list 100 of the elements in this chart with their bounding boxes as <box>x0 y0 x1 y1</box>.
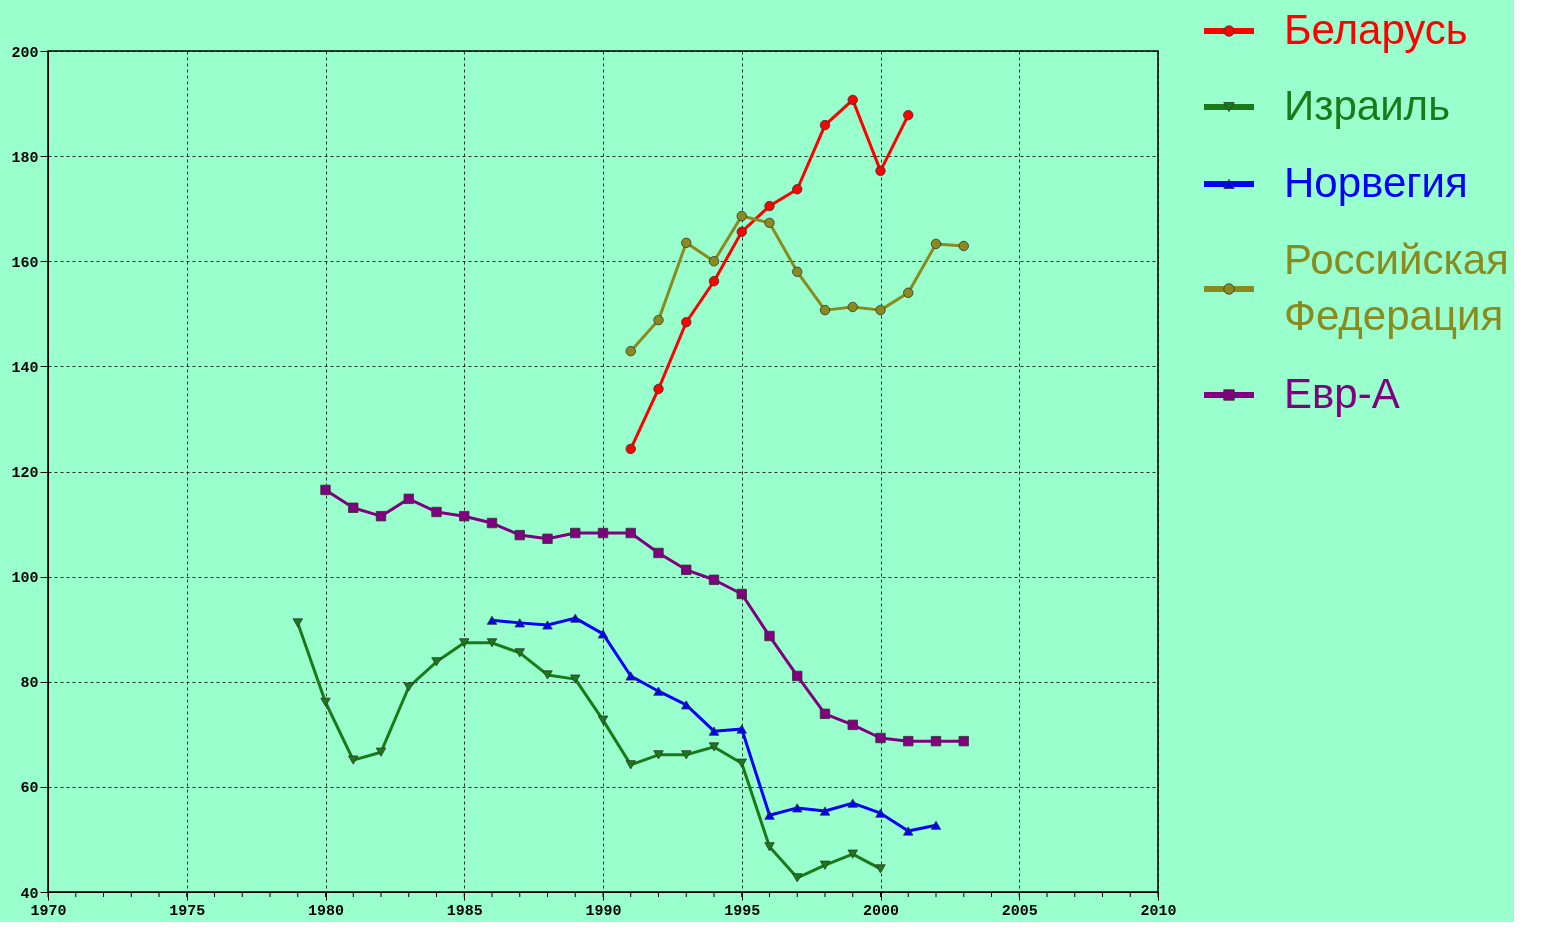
point <box>653 383 664 395</box>
point <box>681 237 692 248</box>
point <box>736 588 747 600</box>
y-tick-label: 60 <box>20 780 39 798</box>
point <box>459 638 470 648</box>
y-tick-label: 180 <box>11 149 39 167</box>
y-tick-label: 160 <box>11 254 39 272</box>
point <box>930 736 942 747</box>
point <box>431 657 442 667</box>
point <box>597 629 609 639</box>
x-tick-label: 2005 <box>1001 902 1038 920</box>
point <box>570 527 581 539</box>
point <box>570 674 581 684</box>
point <box>597 527 609 539</box>
legend-label: Евр-А <box>1284 370 1400 417</box>
point <box>708 574 720 585</box>
point <box>875 808 886 818</box>
point <box>625 346 636 357</box>
point <box>847 798 858 808</box>
y-tick-label: 200 <box>11 44 39 62</box>
point <box>486 638 498 648</box>
legend-label: Беларусь <box>1284 6 1468 53</box>
point <box>708 256 720 267</box>
x-tick-label: 1990 <box>585 902 622 920</box>
point <box>681 317 692 328</box>
point <box>320 697 331 707</box>
point <box>708 726 720 736</box>
point <box>514 618 525 628</box>
point <box>653 750 664 760</box>
x-tick-label: 1975 <box>169 902 206 920</box>
point <box>847 719 858 730</box>
point <box>625 760 636 770</box>
point <box>459 511 470 522</box>
point <box>930 820 942 830</box>
point <box>819 305 831 316</box>
point <box>875 732 886 744</box>
point <box>403 493 414 504</box>
point <box>403 682 414 692</box>
point <box>819 806 831 816</box>
point <box>542 533 553 544</box>
point <box>903 287 914 298</box>
point <box>625 443 636 455</box>
point <box>736 226 747 237</box>
y-tick-label: 100 <box>11 570 39 588</box>
point <box>542 670 553 680</box>
point <box>681 750 692 760</box>
point <box>792 873 803 883</box>
point <box>792 803 803 813</box>
point <box>764 810 775 820</box>
point <box>903 736 914 747</box>
point <box>653 686 664 696</box>
point <box>958 240 969 252</box>
y-tick-label: 40 <box>20 885 39 903</box>
point <box>514 648 525 658</box>
point <box>764 217 775 229</box>
point <box>792 184 803 195</box>
point <box>764 842 775 852</box>
point <box>597 715 609 725</box>
point <box>625 527 636 539</box>
point <box>736 210 747 222</box>
point <box>708 742 720 752</box>
point <box>792 670 803 682</box>
point <box>681 564 692 575</box>
point <box>375 747 387 757</box>
point <box>625 671 636 681</box>
x-tick-label: 2010 <box>1140 902 1177 920</box>
point <box>486 517 498 529</box>
y-tick-label: 140 <box>11 359 39 377</box>
point <box>542 620 553 630</box>
point <box>903 109 914 121</box>
point <box>819 708 831 719</box>
point <box>819 860 831 870</box>
x-tick-label: 1985 <box>446 902 483 920</box>
x-tick-label: 1995 <box>724 902 761 920</box>
point <box>348 502 359 513</box>
point <box>958 736 969 747</box>
point <box>348 755 359 765</box>
point <box>903 826 914 836</box>
point <box>736 724 747 734</box>
point <box>792 266 803 277</box>
x-tick-label: 1970 <box>30 902 67 920</box>
x-tick-label: 1980 <box>307 902 345 920</box>
y-tick-label: 80 <box>20 675 39 693</box>
x-tick-label: 2000 <box>862 902 900 920</box>
point <box>875 864 886 874</box>
y-tick-label: 120 <box>11 465 39 482</box>
point <box>486 615 498 625</box>
point <box>375 511 387 522</box>
point <box>431 506 442 518</box>
point <box>570 613 581 623</box>
point <box>653 314 664 326</box>
legend-label: Норвегия <box>1284 159 1468 206</box>
point <box>292 618 303 628</box>
point <box>514 529 525 541</box>
point <box>847 301 858 313</box>
point <box>764 200 775 212</box>
point <box>708 276 720 287</box>
point <box>930 238 942 250</box>
point <box>847 849 858 859</box>
point <box>320 484 331 496</box>
